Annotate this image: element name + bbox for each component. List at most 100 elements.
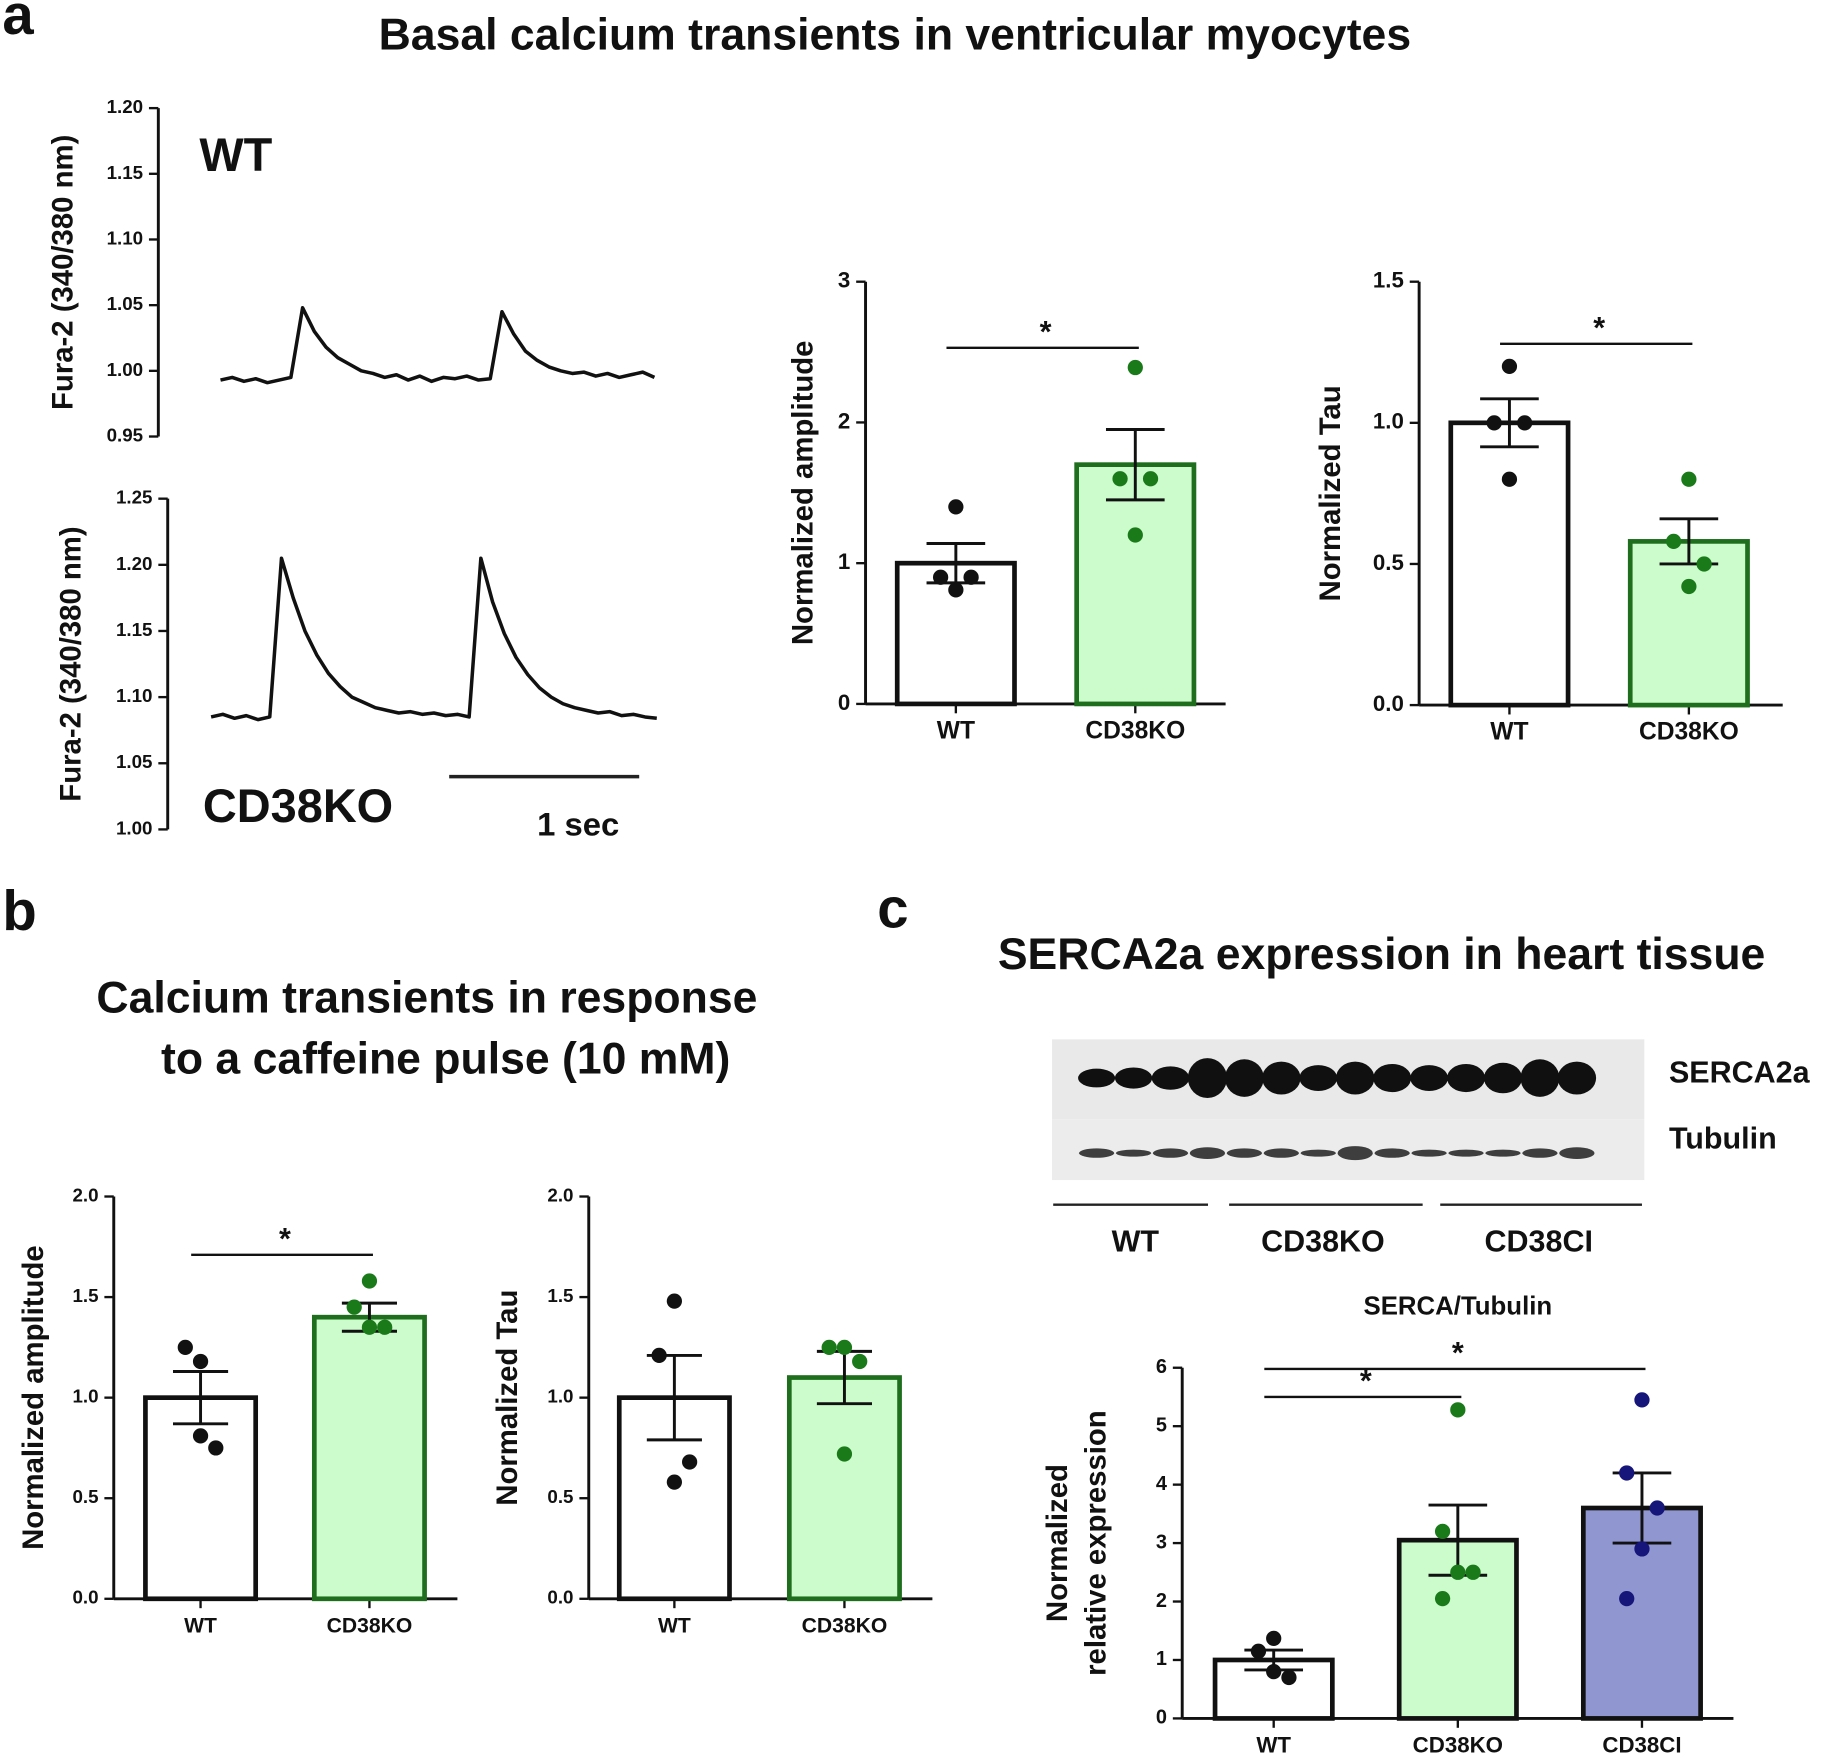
data-point xyxy=(1142,471,1159,487)
trace-label: CD38KO xyxy=(203,780,393,832)
blot-band xyxy=(1411,1149,1447,1157)
y-tick-label: 0 xyxy=(838,690,850,715)
significance-label: * xyxy=(1593,311,1605,345)
data-point xyxy=(377,1319,393,1335)
data-point xyxy=(1434,1590,1451,1607)
blot-band xyxy=(1485,1149,1521,1157)
significance-label: * xyxy=(279,1222,291,1256)
y-tick-label: 1.5 xyxy=(547,1285,573,1306)
blot-row-label: Tubulin xyxy=(1669,1121,1777,1155)
data-point xyxy=(1281,1669,1297,1686)
data-point xyxy=(963,569,979,585)
data-point xyxy=(1127,359,1143,376)
y-tick-label: 3 xyxy=(1156,1531,1167,1553)
data-point xyxy=(1450,1564,1466,1580)
y-tick-label: 0.0 xyxy=(1373,691,1404,716)
blot-row-label: SERCA2a xyxy=(1669,1056,1811,1090)
y-axis-label: Fura-2 (340/380 nm) xyxy=(54,526,87,801)
trace-line xyxy=(220,306,656,385)
data-point xyxy=(651,1347,667,1364)
data-point xyxy=(682,1454,698,1470)
data-point xyxy=(208,1440,224,1456)
panel-title: Basal calcium transients in ventricular … xyxy=(379,11,1411,60)
y-tick-label: 1.05 xyxy=(107,293,144,314)
panel-title: SERCA2a expression in heart tissue xyxy=(998,930,1765,979)
panel-label: b xyxy=(2,879,36,942)
bar xyxy=(1074,462,1197,707)
bar xyxy=(1627,539,1750,708)
blot-group-label: CD38CI xyxy=(1485,1224,1593,1258)
y-tick-label: 1.0 xyxy=(72,1386,98,1407)
scale-bar-label: 1 sec xyxy=(537,806,619,843)
y-tick-label: 1.15 xyxy=(107,162,144,183)
y-tick-label: 1.00 xyxy=(116,817,153,838)
y-tick-label: 1.5 xyxy=(1373,268,1404,293)
y-tick-label: 2.0 xyxy=(547,1184,573,1205)
y-tick-label: 2 xyxy=(1156,1590,1167,1612)
blot-band xyxy=(1483,1062,1523,1094)
data-point xyxy=(1434,1523,1451,1540)
x-tick-label: CD38KO xyxy=(327,1615,413,1638)
trace-line xyxy=(210,556,657,722)
blot-band xyxy=(1559,1147,1595,1159)
x-tick-label: WT xyxy=(658,1615,691,1638)
y-tick-label: 0.0 xyxy=(547,1587,573,1608)
data-point xyxy=(1681,471,1697,487)
y-tick-label: 1.5 xyxy=(72,1285,98,1306)
trace-label: WT xyxy=(199,129,272,181)
data-point xyxy=(192,1353,209,1370)
y-tick-label: 1.05 xyxy=(116,751,153,772)
panel-title: to a caffeine pulse (10 mM) xyxy=(161,1034,730,1083)
y-tick-label: 1.20 xyxy=(107,96,144,117)
data-point xyxy=(1649,1500,1665,1516)
data-point xyxy=(948,582,964,598)
blot-band xyxy=(1299,1065,1338,1091)
data-point xyxy=(666,1474,683,1490)
blot-band xyxy=(1187,1058,1228,1098)
blot-band xyxy=(1151,1066,1190,1090)
significance-label: * xyxy=(1452,1336,1464,1370)
data-point xyxy=(1112,471,1128,487)
x-tick-label: WT xyxy=(1490,719,1528,746)
panel-title: Calcium transients in response xyxy=(96,973,757,1022)
blot-band xyxy=(1447,1063,1486,1093)
data-point xyxy=(177,1339,193,1355)
blot-band xyxy=(1262,1061,1301,1095)
blot-band xyxy=(1557,1061,1597,1095)
data-point xyxy=(836,1339,853,1355)
y-axis-label: Normalized amplitude xyxy=(17,1245,50,1550)
y-tick-label: 0.95 xyxy=(107,424,144,445)
data-point xyxy=(1619,1465,1635,1481)
y-axis-label: relative expression xyxy=(1080,1410,1113,1676)
error-bar xyxy=(1480,397,1539,449)
blot-band xyxy=(1079,1148,1115,1158)
data-point xyxy=(1486,415,1502,431)
y-tick-label: 0.5 xyxy=(547,1486,573,1507)
y-tick-label: 6 xyxy=(1156,1356,1167,1378)
significance-label: * xyxy=(1360,1364,1372,1398)
blot-band xyxy=(1448,1149,1484,1157)
y-tick-label: 2.0 xyxy=(72,1184,98,1205)
data-point xyxy=(948,499,964,515)
error-bar xyxy=(1105,428,1165,502)
data-point xyxy=(1450,1402,1466,1418)
blot-band xyxy=(1078,1068,1116,1088)
bar xyxy=(143,1395,259,1602)
x-tick-label: CD38KO xyxy=(1085,718,1185,745)
data-point xyxy=(1634,1392,1650,1408)
y-tick-label: 2 xyxy=(838,408,850,433)
data-point xyxy=(1465,1564,1481,1580)
blot-band xyxy=(1189,1147,1226,1159)
x-tick-label: CD38CI xyxy=(1602,1732,1681,1755)
y-tick-label: 1.25 xyxy=(116,487,153,508)
data-point xyxy=(852,1353,868,1370)
blot-band xyxy=(1263,1148,1299,1158)
bar xyxy=(311,1314,427,1602)
data-point xyxy=(192,1428,209,1444)
blot-group-label: CD38KO xyxy=(1261,1224,1385,1258)
x-tick-label: CD38KO xyxy=(802,1615,888,1638)
y-tick-label: 1.0 xyxy=(547,1386,573,1407)
y-tick-label: 1.00 xyxy=(107,359,144,380)
chart-title: SERCA/Tubulin xyxy=(1363,1293,1552,1321)
